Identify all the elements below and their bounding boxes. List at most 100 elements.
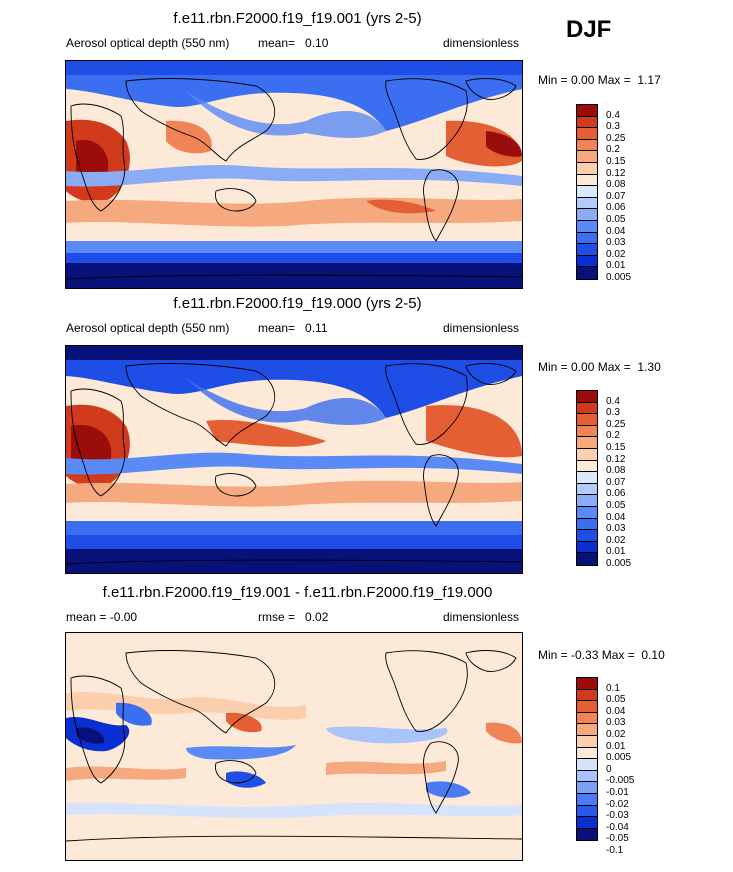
- colorbar-swatch: [577, 782, 597, 794]
- panel3-colorbar: [576, 677, 598, 842]
- colorbar-swatch: [577, 483, 597, 496]
- colorbar-level-label: 0.08: [606, 179, 626, 191]
- colorbar-level-label: 0.12: [606, 453, 626, 465]
- colorbar-level-label: 0.12: [606, 167, 626, 179]
- panel1-mean-label: mean=: [258, 36, 296, 50]
- colorbar-level-label: 0.25: [606, 418, 626, 430]
- panel1-max-value: 1.17: [637, 73, 661, 87]
- colorbar-level-label: 0.08: [606, 465, 626, 477]
- panel3-units: dimensionless: [443, 610, 520, 624]
- panel1-min-value: 0.00: [571, 73, 595, 87]
- colorbar-swatch: [577, 553, 597, 565]
- colorbar-level-label: 0.1: [606, 682, 620, 694]
- colorbar-swatch: [577, 244, 597, 256]
- panel2-map-field: [66, 346, 522, 573]
- colorbar-level-label: 0.4: [606, 395, 620, 407]
- colorbar-level-label: 0.02: [606, 729, 626, 740]
- panel2-colorbar: [576, 390, 598, 566]
- panel3-minmax: Min = -0.33 Max = 0.10: [538, 648, 665, 662]
- panel2-variable-label: Aerosol optical depth (550 nm): [66, 321, 230, 335]
- panel3-map: [65, 632, 523, 861]
- panel1-units: dimensionless: [443, 36, 520, 50]
- colorbar-level-label: -0.02: [606, 798, 629, 810]
- panel1-colorbar: [576, 104, 598, 280]
- colorbar-swatch: [577, 151, 597, 163]
- colorbar-swatch: [577, 701, 597, 713]
- colorbar-swatch: [577, 759, 597, 771]
- colorbar-swatch: [577, 506, 597, 519]
- panel2-min-value: 0.00: [571, 360, 595, 374]
- colorbar-level-label: 0.15: [606, 442, 626, 453]
- colorbar-level-label: 0.3: [606, 121, 620, 133]
- colorbar-swatch: [577, 139, 597, 152]
- colorbar-swatch: [577, 747, 597, 760]
- colorbar-swatch: [577, 105, 597, 117]
- colorbar-swatch: [577, 197, 597, 210]
- colorbar-swatch: [577, 209, 597, 221]
- colorbar-level-label: 0.01: [606, 546, 626, 558]
- colorbar-swatch: [577, 460, 597, 473]
- panel2-max-label: Max =: [597, 360, 631, 374]
- panel1-max-label: Max =: [597, 73, 631, 87]
- panel2-max-value: 1.30: [637, 360, 661, 374]
- colorbar-level-label: 0.05: [606, 500, 626, 511]
- panel1-mean: mean= 0.10: [258, 36, 328, 50]
- colorbar-swatch: [577, 186, 597, 198]
- panel2-map: [65, 345, 523, 574]
- panel2-mean: mean= 0.11: [258, 321, 328, 335]
- colorbar-level-label: 0.3: [606, 407, 620, 419]
- colorbar-level-label: 0.02: [606, 248, 626, 260]
- colorbar-swatch: [577, 472, 597, 484]
- panel1-variable-label: Aerosol optical depth (550 nm): [66, 36, 230, 50]
- colorbar-swatch: [577, 414, 597, 426]
- colorbar-level-label: -0.1: [606, 845, 624, 856]
- panel1-min-label: Min =: [538, 73, 568, 87]
- panel3-rmse: rmse = 0.02: [258, 610, 328, 624]
- colorbar-swatch: [577, 724, 597, 736]
- colorbar-level-label: 0.07: [606, 476, 626, 488]
- panel1-map: [65, 60, 523, 289]
- colorbar-swatch: [577, 255, 597, 268]
- colorbar-swatch: [577, 267, 597, 279]
- colorbar-level-label: 0.02: [606, 534, 626, 546]
- colorbar-swatch: [577, 437, 597, 449]
- colorbar-swatch: [577, 805, 597, 818]
- colorbar-level-label: 0.04: [606, 511, 626, 523]
- colorbar-swatch: [577, 128, 597, 140]
- colorbar-level-label: -0.05: [606, 833, 629, 845]
- colorbar-level-label: 0.4: [606, 109, 620, 121]
- colorbar-swatch: [577, 174, 597, 187]
- colorbar-level-label: 0.2: [606, 144, 620, 156]
- colorbar-level-label: 0: [606, 763, 612, 775]
- colorbar-level-label: 0.06: [606, 488, 626, 500]
- panel1-minmax: Min = 0.00 Max = 1.17: [538, 73, 661, 87]
- colorbar-swatch: [577, 495, 597, 507]
- colorbar-level-label: 0.04: [606, 705, 626, 717]
- colorbar-level-label: -0.005: [606, 775, 635, 787]
- colorbar-level-label: 0.005: [606, 752, 632, 764]
- panel3-min-label: Min =: [538, 648, 568, 662]
- colorbar-swatch: [577, 770, 597, 783]
- panel1-mean-value: 0.10: [305, 36, 329, 50]
- colorbar-level-label: 0.03: [606, 237, 626, 249]
- panel2-units: dimensionless: [443, 321, 520, 335]
- colorbar-level-label: 0.05: [606, 694, 626, 706]
- colorbar-level-label: 0.005: [606, 272, 632, 283]
- panel3-rmse-label: rmse =: [258, 610, 296, 624]
- colorbar-swatch: [577, 689, 597, 702]
- panel3-map-field: [66, 633, 522, 860]
- colorbar-swatch: [577, 541, 597, 554]
- panel2-minmax: Min = 0.00 Max = 1.30: [538, 360, 661, 374]
- colorbar-level-label: -0.04: [606, 821, 629, 833]
- panel3-mean: mean = -0.00: [66, 610, 138, 624]
- colorbar-swatch: [577, 391, 597, 403]
- colorbar-swatch: [577, 678, 597, 690]
- colorbar-level-label: -0.01: [606, 787, 629, 798]
- colorbar-swatch: [577, 530, 597, 542]
- panel3-max-label: Max =: [601, 648, 635, 662]
- panel3-max-value: 0.10: [641, 648, 665, 662]
- colorbar-swatch: [577, 448, 597, 461]
- panel2-mean-label: mean=: [258, 321, 296, 335]
- panel3-title: f.e11.rbn.F2000.f19_f19.001 - f.e11.rbn.…: [102, 584, 493, 601]
- colorbar-swatch: [577, 402, 597, 415]
